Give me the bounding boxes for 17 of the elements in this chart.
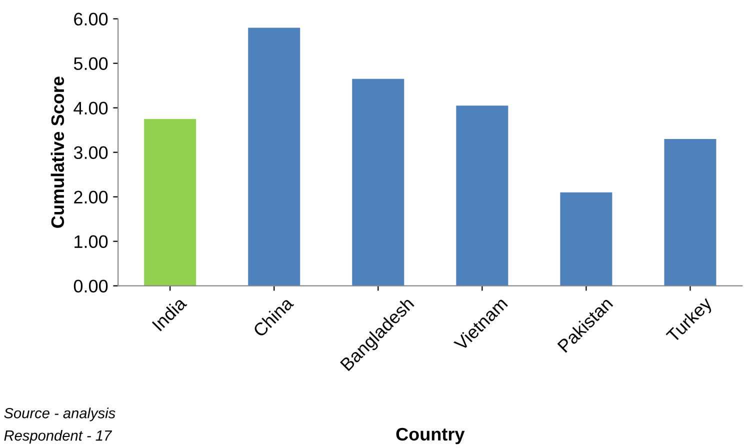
y-tick-label: 3.00 — [74, 146, 108, 160]
source-note: Source - analysis — [4, 408, 116, 422]
bar — [352, 78, 404, 286]
y-tick-label: 5.00 — [74, 57, 108, 70]
x-axis-title: Country — [396, 428, 465, 444]
y-tick-label: 6.00 — [74, 12, 108, 26]
y-tick-label: 2.00 — [74, 190, 108, 204]
y-tick-label: 4.00 — [74, 102, 108, 115]
y-tick-label: 1.00 — [74, 235, 108, 248]
bar — [560, 192, 612, 286]
bar — [456, 106, 508, 286]
bar — [664, 138, 716, 286]
bar — [144, 118, 196, 286]
bar — [248, 28, 300, 286]
y-axis-title: Cumulative Score — [50, 76, 64, 228]
y-tick-label: 0.00 — [74, 280, 108, 293]
text: Respondent - 17 — [4, 430, 112, 444]
